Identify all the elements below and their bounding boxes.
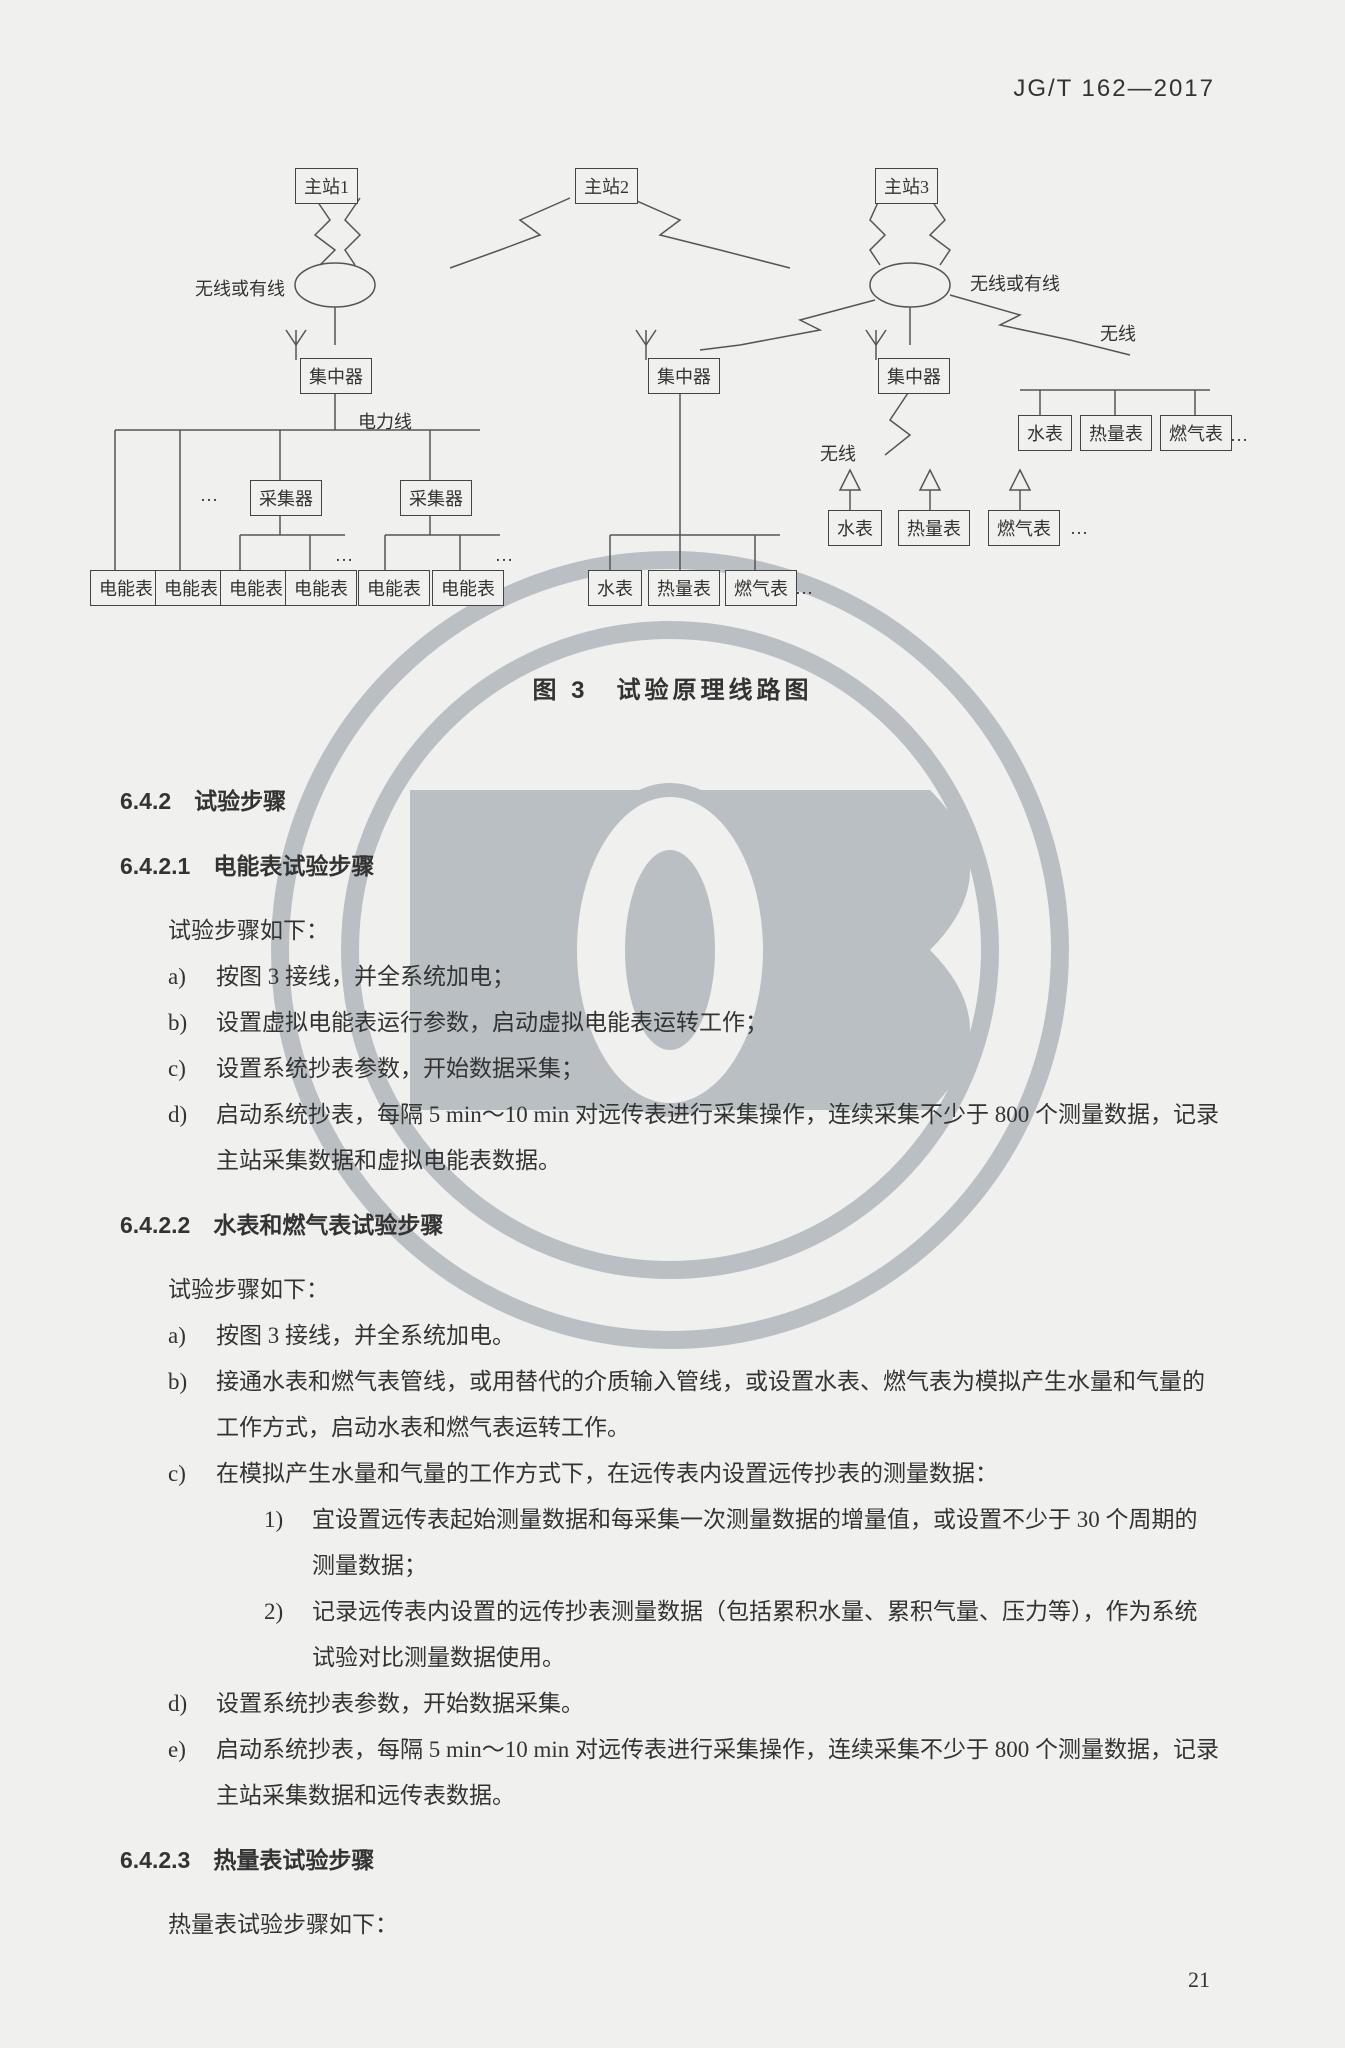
item-6421-b: b)设置虚拟电能表运行参数，启动虚拟电能表运转工作； — [168, 1000, 1220, 1046]
title-642: 试验步骤 — [194, 788, 286, 814]
text-6422-c2: 记录远传表内设置的远传抄表测量数据（包括累积水量、累积气量、压力等），作为系统试… — [312, 1599, 1198, 1670]
text-6421-a: 按图 3 接线，并全系统加电； — [216, 964, 515, 989]
heading-6421: 6.4.2.1 电能表试验步骤 — [120, 843, 1220, 890]
node-wm3: 水表 — [1018, 415, 1072, 451]
node-hm2: 热量表 — [898, 510, 970, 546]
item-6422-e: e)启动系统抄表，每隔 5 min～10 min 对远传表进行采集操作，连续采集… — [168, 1727, 1220, 1819]
node-master2: 主站2 — [575, 168, 638, 204]
dots-6: … — [1230, 425, 1248, 446]
node-em4: 电能表 — [285, 570, 357, 606]
node-master3: 主站3 — [875, 168, 938, 204]
node-hm1: 热量表 — [648, 570, 720, 606]
dots-2: … — [335, 545, 353, 566]
num-6422: 6.4.2.2 — [120, 1212, 190, 1238]
page: JG/T 162—2017 — [0, 0, 1345, 2048]
node-master1: 主站1 — [295, 168, 358, 204]
node-hm3: 热量表 — [1080, 415, 1152, 451]
page-number: 21 — [1188, 1967, 1210, 1993]
label-powerline: 电力线 — [358, 408, 412, 434]
text-6421-b: 设置虚拟电能表运行参数，启动虚拟电能表运转工作； — [216, 1010, 768, 1035]
node-wm2: 水表 — [828, 510, 882, 546]
item-6422-a: a)按图 3 接线，并全系统加电。 — [168, 1313, 1220, 1359]
label-wireless2: 无线 — [820, 440, 856, 466]
item-6421-a: a)按图 3 接线，并全系统加电； — [168, 954, 1220, 1000]
item-6421-d: d)启动系统抄表，每隔 5 min～10 min 对远传表进行采集操作，连续采集… — [168, 1092, 1220, 1184]
node-concentrator2: 集中器 — [648, 358, 720, 394]
item-6421-c: c)设置系统抄表参数，开始数据采集； — [168, 1046, 1220, 1092]
dots-3: … — [495, 545, 513, 566]
node-concentrator3: 集中器 — [878, 358, 950, 394]
text-6421-c: 设置系统抄表参数，开始数据采集； — [216, 1056, 584, 1081]
node-em1: 电能表 — [90, 570, 162, 606]
item-6422-c: c)在模拟产生水量和气量的工作方式下，在远传表内设置远传抄表的测量数据： — [168, 1451, 1220, 1497]
item-6422-b: b)接通水表和燃气表管线，或用替代的介质输入管线，或设置水表、燃气表为模拟产生水… — [168, 1359, 1220, 1451]
figure-caption: 图 3 试验原理线路图 — [0, 670, 1345, 705]
label-wireless-wired-r: 无线或有线 — [970, 270, 1060, 296]
title-6422: 水表和燃气表试验步骤 — [213, 1212, 443, 1238]
num-6423: 6.4.2.3 — [120, 1847, 190, 1873]
node-concentrator1: 集中器 — [300, 358, 372, 394]
node-gm2: 燃气表 — [988, 510, 1060, 546]
text-6422-e: 启动系统抄表，每隔 5 min～10 min 对远传表进行采集操作，连续采集不少… — [216, 1737, 1219, 1808]
diagram: 主站1 主站2 主站3 无线或有线 无线或有线 无线 无线 集中器 集中器 集中… — [100, 150, 1245, 630]
node-em2: 电能表 — [155, 570, 227, 606]
intro-6421: 试验步骤如下： — [168, 908, 1220, 954]
label-wireless-wired-l: 无线或有线 — [195, 275, 285, 301]
body-text: 6.4.2 试验步骤 6.4.2.1 电能表试验步骤 试验步骤如下： a)按图 … — [120, 760, 1220, 1948]
text-6422-a: 按图 3 接线，并全系统加电。 — [216, 1323, 515, 1348]
item-6422-c1: 1)宜设置远传表起始测量数据和每采集一次测量数据的增量值，或设置不少于 30 个… — [264, 1497, 1220, 1589]
standard-code: JG/T 162—2017 — [1013, 75, 1215, 103]
text-6422-d: 设置系统抄表参数，开始数据采集。 — [216, 1691, 584, 1716]
node-collector2: 采集器 — [400, 480, 472, 516]
item-6422-d: d)设置系统抄表参数，开始数据采集。 — [168, 1681, 1220, 1727]
label-wireless: 无线 — [1100, 320, 1136, 346]
dots-5: … — [1070, 518, 1088, 539]
node-collector1: 采集器 — [250, 480, 322, 516]
num-642: 6.4.2 — [120, 788, 171, 814]
title-6421: 电能表试验步骤 — [213, 853, 374, 879]
text-6421-d: 启动系统抄表，每隔 5 min～10 min 对远传表进行采集操作，连续采集不少… — [216, 1102, 1219, 1173]
title-6423: 热量表试验步骤 — [213, 1847, 374, 1873]
text-6422-c1: 宜设置远传表起始测量数据和每采集一次测量数据的增量值，或设置不少于 30 个周期… — [312, 1507, 1198, 1578]
heading-6422: 6.4.2.2 水表和燃气表试验步骤 — [120, 1202, 1220, 1249]
item-6422-c2: 2)记录远传表内设置的远传抄表测量数据（包括累积水量、累积气量、压力等），作为系… — [264, 1589, 1220, 1681]
node-em3: 电能表 — [220, 570, 292, 606]
node-em6: 电能表 — [432, 570, 504, 606]
text-6422-b: 接通水表和燃气表管线，或用替代的介质输入管线，或设置水表、燃气表为模拟产生水量和… — [216, 1369, 1205, 1440]
node-wm1: 水表 — [588, 570, 642, 606]
dots-4: … — [795, 578, 813, 599]
node-gm1: 燃气表 — [725, 570, 797, 606]
heading-642: 6.4.2 试验步骤 — [120, 778, 1220, 825]
dots-1: … — [200, 485, 218, 506]
node-em5: 电能表 — [358, 570, 430, 606]
intro-6422: 试验步骤如下： — [168, 1267, 1220, 1313]
num-6421: 6.4.2.1 — [120, 853, 190, 879]
text-6422-c: 在模拟产生水量和气量的工作方式下，在远传表内设置远传抄表的测量数据： — [216, 1461, 998, 1486]
intro-6423: 热量表试验步骤如下： — [168, 1902, 1220, 1948]
node-gm3: 燃气表 — [1160, 415, 1232, 451]
heading-6423: 6.4.2.3 热量表试验步骤 — [120, 1837, 1220, 1884]
